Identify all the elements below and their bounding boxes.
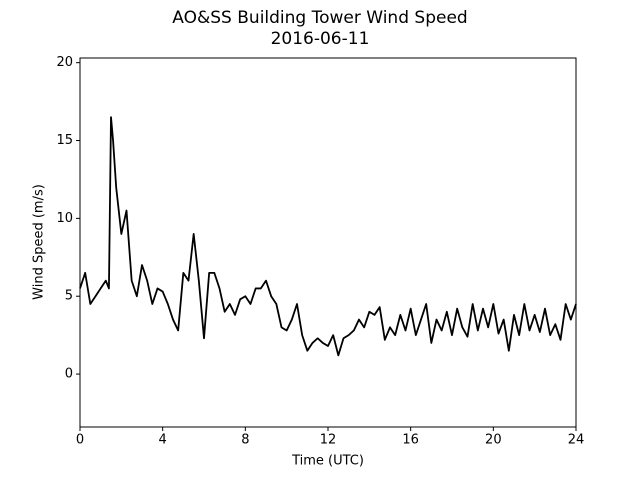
x-tick-label: 4 bbox=[159, 433, 167, 448]
x-tick-label: 8 bbox=[241, 433, 249, 448]
data-line bbox=[79, 116, 577, 357]
x-tick-label: 16 bbox=[402, 433, 419, 448]
y-tick-label: 0 bbox=[65, 367, 73, 382]
chart-subtitle: 2016-06-11 bbox=[271, 29, 370, 49]
x-tick-label: 24 bbox=[568, 433, 585, 448]
chart-title: AO&SS Building Tower Wind Speed bbox=[172, 8, 467, 28]
y-tick-label: 15 bbox=[56, 133, 73, 148]
x-axis-label: Time (UTC) bbox=[291, 454, 364, 469]
x-tick-label: 20 bbox=[485, 433, 502, 448]
x-tick-label: 0 bbox=[76, 433, 84, 448]
y-tick-label: 20 bbox=[56, 55, 73, 70]
x-tick-label: 12 bbox=[320, 433, 337, 448]
y-tick-label: 10 bbox=[56, 211, 73, 226]
y-axis-label: Wind Speed (m/s) bbox=[32, 184, 47, 300]
y-tick-label: 5 bbox=[65, 289, 73, 304]
